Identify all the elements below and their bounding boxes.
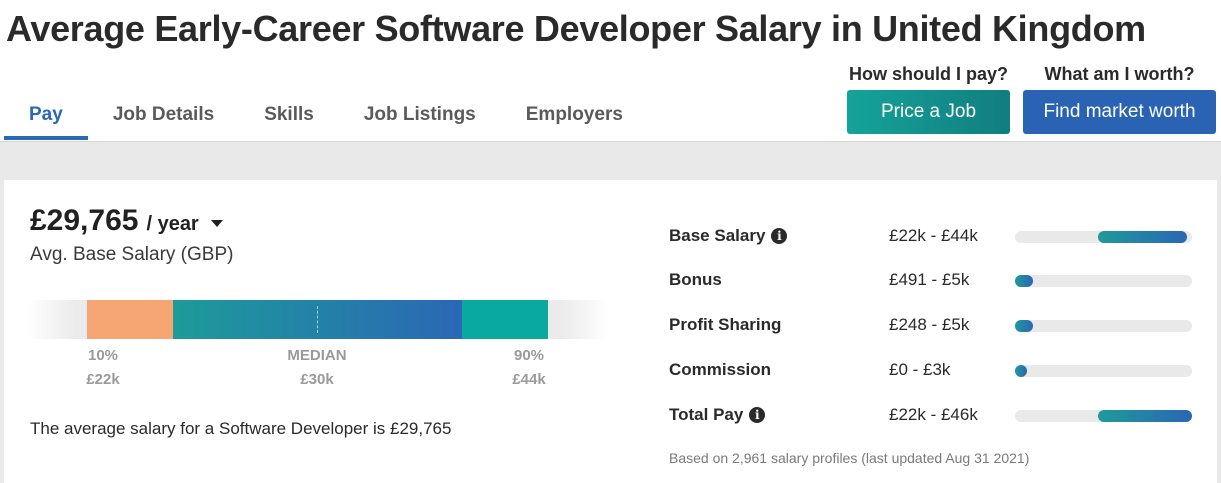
price-question: How should I pay? (848, 64, 1008, 84)
salary-amount: £29,765 (30, 204, 139, 237)
comp-range-track (1015, 275, 1192, 287)
comp-range-fill (1015, 275, 1033, 287)
comp-range-fill (1098, 410, 1192, 422)
comp-row-commission: Commission £0 - £3k (669, 360, 1199, 384)
comp-range: £248 - £5k (889, 315, 970, 334)
salary-card: £29,765 / year Avg. Base Salary (GBP) 10… (4, 180, 1217, 483)
comp-range-track (1015, 231, 1192, 243)
percentile-90: 90% £44k (504, 344, 554, 392)
tab-employers[interactable]: Employers (525, 104, 623, 125)
info-icon[interactable]: i (749, 407, 766, 423)
salary-footnote: Based on 2,961 salary profiles (last upd… (669, 450, 1030, 466)
comp-row-base-salary: Base Salary i £22k - £44k (669, 226, 1199, 250)
comp-label: Profit Sharing (669, 315, 781, 335)
comp-range-track (1015, 320, 1192, 332)
percentile-median: MEDIAN £30k (257, 344, 377, 392)
page-title: Average Early-Career Software Developer … (6, 8, 1146, 49)
comp-label-text: Base Salary (669, 226, 766, 245)
tab-skills[interactable]: Skills (264, 104, 314, 125)
chevron-down-icon[interactable] (210, 220, 223, 227)
find-market-worth-button[interactable]: Find market worth (1023, 90, 1216, 134)
info-icon[interactable]: i (771, 228, 788, 244)
salary-headline: £29,765 / year (30, 204, 223, 238)
salary-subtitle: Avg. Base Salary (GBP) (30, 244, 234, 265)
median-marker (317, 306, 318, 333)
range-segment-mid (173, 300, 463, 339)
worth-question: What am I worth? (1044, 64, 1195, 84)
compensation-table: Base Salary i £22k - £44k Bonus £491 - £… (669, 180, 1199, 483)
comp-row-profit-sharing: Profit Sharing £248 - £5k (669, 315, 1199, 339)
comp-label-text: Bonus (669, 270, 722, 289)
tab-job-listings[interactable]: Job Listings (363, 104, 476, 125)
percentile-median-value: £30k (300, 371, 334, 388)
comp-label-text: Profit Sharing (669, 315, 782, 334)
market-worth-cta: What am I worth? Find market worth (1023, 62, 1216, 134)
tab-pay[interactable]: Pay (4, 96, 88, 140)
range-segment-high (462, 300, 548, 339)
comp-range: £0 - £3k (889, 360, 951, 379)
comp-range: £491 - £5k (889, 270, 970, 289)
tab-job-details[interactable]: Job Details (112, 104, 215, 125)
salary-summary: The average salary for a Software Develo… (30, 419, 452, 438)
comp-row-bonus: Bonus £491 - £5k (669, 270, 1199, 294)
comp-label-text: Total Pay (669, 405, 744, 424)
comp-label: Bonus (669, 270, 722, 290)
price-a-job-button[interactable]: Price a Job (847, 90, 1010, 134)
range-segment-low (87, 300, 173, 339)
comp-range: £22k - £46k (889, 405, 978, 424)
comp-label-text: Commission (669, 360, 772, 379)
comp-range-fill (1015, 320, 1033, 332)
price-job-cta: How should I pay? Price a Job (847, 62, 1010, 134)
percentile-10: 10% £22k (78, 344, 128, 392)
tab-bar: Pay Job Details Skills Job Listings Empl… (4, 96, 648, 140)
percentile-10-value: £22k (86, 371, 120, 388)
salary-range-bar (28, 300, 608, 339)
comp-range: £22k - £44k (889, 226, 978, 245)
pay-period-selector[interactable]: / year (146, 213, 199, 235)
percentile-median-label: MEDIAN (287, 347, 347, 364)
comp-row-total-pay: Total Pay i £22k - £46k (669, 405, 1199, 429)
comp-label: Base Salary i (669, 226, 788, 246)
comp-range-track (1015, 365, 1192, 377)
comp-range-fill (1098, 231, 1187, 243)
comp-label: Total Pay i (669, 405, 766, 425)
percentile-90-value: £44k (512, 371, 546, 388)
comp-range-track (1015, 410, 1192, 422)
percentile-90-label: 90% (513, 347, 545, 364)
comp-label: Commission (669, 360, 771, 380)
comp-range-fill (1015, 365, 1027, 377)
percentile-10-label: 10% (87, 347, 119, 364)
